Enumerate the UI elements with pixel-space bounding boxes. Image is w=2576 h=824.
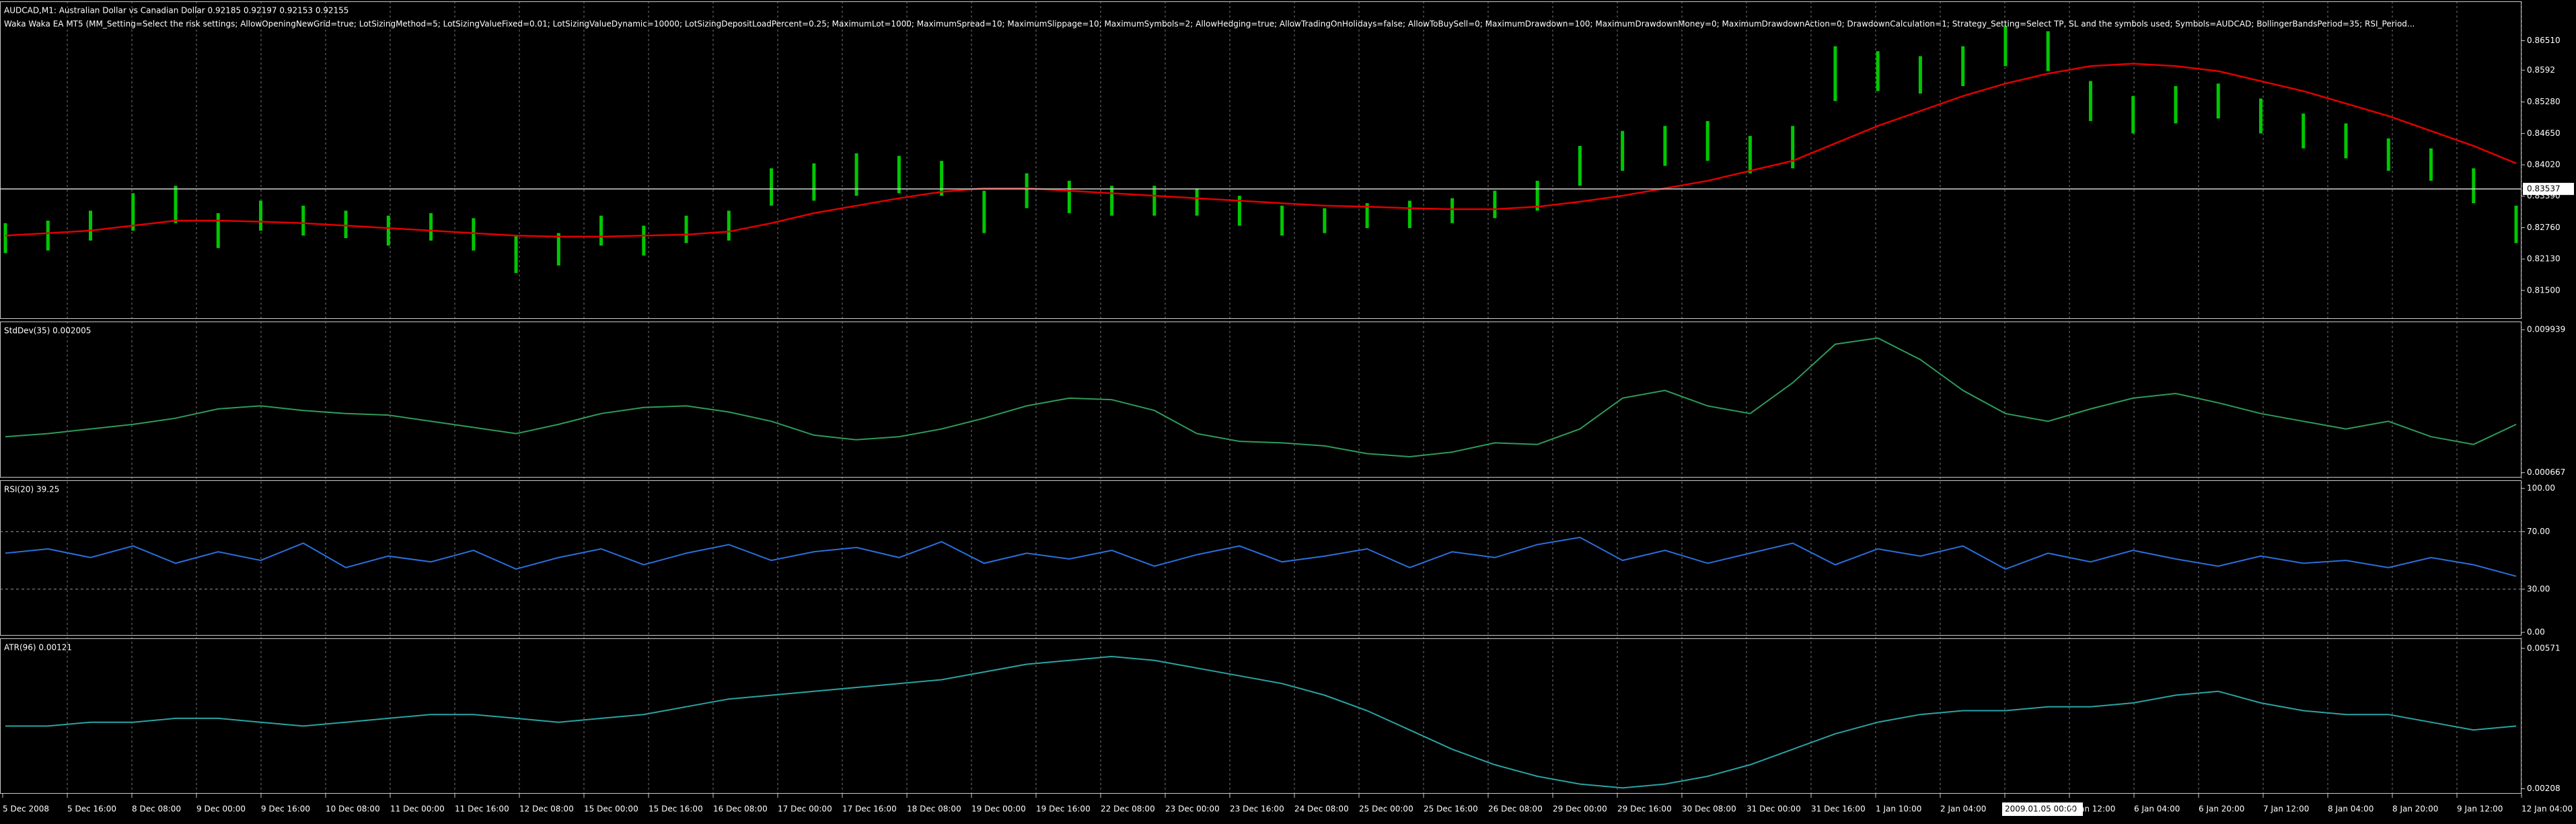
time-label: 9 Dec 00:00 [196,804,246,814]
pane-subtitle: Waka Waka EA MT5 (MM_Setting=Select the … [4,20,2415,29]
moving-average [5,63,2517,237]
time-label: 5 Dec 2008 [3,804,49,814]
time-highlight [2002,802,2083,816]
time-label: 5 Dec 16:00 [67,804,116,814]
time-label: 31 Dec 00:00 [1746,804,1801,814]
current-price-label: 0.83537 [2527,184,2561,193]
time-label: 2 Jan 04:00 [1940,804,1986,814]
pane-frame [0,480,2522,636]
time-label: 19 Dec 00:00 [971,804,1026,814]
time-label: 8 Jan 04:00 [2328,804,2373,814]
time-label: 30 Dec 08:00 [1682,804,1736,814]
pane-frame [0,1,2522,319]
time-label: 8 Jan 20:00 [2392,804,2438,814]
time-label: 11 Dec 16:00 [455,804,509,814]
time-label: 29 Dec 00:00 [1553,804,1607,814]
time-label: 8 Dec 08:00 [132,804,181,814]
time-label: 7 Jan 12:00 [2263,804,2309,814]
pane-title: AUDCAD,M1: Australian Dollar vs Canadian… [4,6,348,15]
pane-frame [0,638,2522,794]
time-label: 18 Dec 08:00 [907,804,961,814]
indicator-line [5,536,2517,577]
y-tick-label: 0.82130 [2527,254,2561,264]
y-tick-label: 0.84020 [2527,160,2561,170]
time-label: 26 Dec 08:00 [1488,804,1543,814]
time-label: 17 Dec 16:00 [842,804,897,814]
y-tick-label: 0.86510 [2527,36,2561,45]
time-label: 16 Dec 08:00 [713,804,768,814]
y-tick-label: 0.000667 [2527,467,2565,477]
time-label: 17 Dec 00:00 [778,804,832,814]
y-tick-label: 100.00 [2527,484,2555,493]
time-label: 23 Dec 00:00 [1165,804,1220,814]
time-label: 15 Dec 16:00 [649,804,703,814]
indicator-line [5,337,2517,458]
y-tick-label: 30.00 [2527,584,2550,593]
y-tick-label: 0.00 [2527,628,2545,637]
time-label: 10 Dec 08:00 [326,804,380,814]
time-label: 24 Dec 08:00 [1294,804,1349,814]
time-label: 12 Dec 08:00 [519,804,574,814]
time-label: 25 Dec 00:00 [1359,804,1413,814]
y-tick-label: 70.00 [2527,527,2550,536]
time-label: 15 Dec 00:00 [584,804,638,814]
time-label: 11 Dec 00:00 [390,804,445,814]
pane-title: ATR(96) 0.00121 [4,643,72,652]
pane-frame [0,322,2522,478]
time-label: 29 Dec 16:00 [1617,804,1672,814]
time-label: 6 Jan 20:00 [2199,804,2244,814]
time-label: 31 Dec 16:00 [1811,804,1866,814]
y-tick-label: 0.009939 [2527,325,2565,334]
y-tick-label: 0.81500 [2527,285,2561,295]
time-label: 23 Dec 16:00 [1230,804,1284,814]
time-label: 9 Jan 12:00 [2457,804,2503,814]
y-tick-label: 0.8592 [2527,65,2555,75]
y-tick-label: 0.00208 [2527,784,2561,793]
time-label: 9 Dec 16:00 [261,804,310,814]
time-label: 1 Jan 10:00 [1876,804,1921,814]
current-price-box [2523,182,2574,195]
y-tick-label: 0.85280 [2527,97,2561,106]
time-label: 12 Jan 04:00 [2522,804,2573,814]
pane-title: StdDev(35) 0.002005 [4,326,91,336]
y-tick-label: 0.00571 [2527,643,2561,652]
time-label: 6 Jan 04:00 [2134,804,2180,814]
indicator-line [5,655,2517,789]
time-label: 5 Jan 12:00 [2069,804,2115,814]
time-label: 22 Dec 08:00 [1101,804,1155,814]
pane-title: RSI(20) 39.25 [4,485,59,494]
time-label: 2009.01.05 00:00 [2005,804,2077,814]
y-tick-label: 0.82760 [2527,223,2561,232]
time-label: 25 Dec 16:00 [1424,804,1478,814]
y-tick-label: 0.84650 [2527,128,2561,138]
time-label: 19 Dec 16:00 [1036,804,1091,814]
